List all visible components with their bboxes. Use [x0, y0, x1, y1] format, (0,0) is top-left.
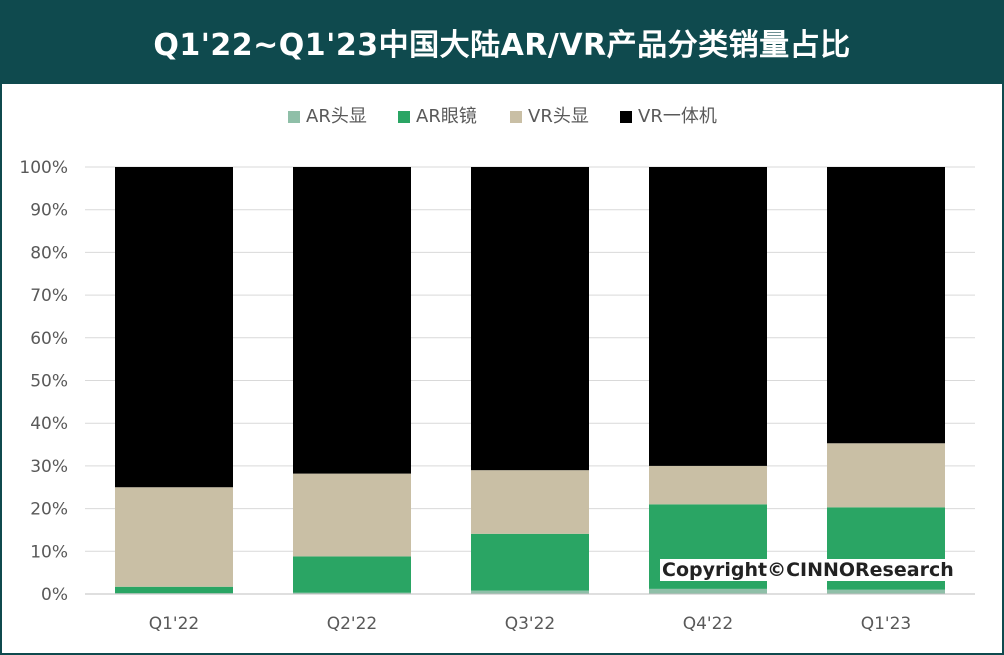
y-tick-label: 30% — [30, 457, 68, 477]
y-tick-label: 0% — [41, 585, 68, 605]
y-tick-label: 50% — [30, 372, 68, 392]
legend-swatch — [288, 111, 300, 123]
x-tick-label: Q2'22 — [327, 614, 378, 634]
bar-segment — [293, 167, 411, 474]
bar-segment — [471, 167, 589, 471]
bar-segment — [649, 588, 767, 594]
chart-title: Q1'22~Q1'23中国大陆AR/VR产品分类销量占比 — [153, 28, 851, 63]
legend-label: AR头显 — [306, 106, 367, 127]
bar-segment — [649, 167, 767, 466]
bar-segment — [471, 590, 589, 594]
x-tick-label: Q1'22 — [149, 614, 200, 634]
y-tick-label: 20% — [30, 500, 68, 520]
legend-label: VR一体机 — [638, 106, 717, 127]
y-tick-label: 90% — [30, 201, 68, 221]
bar-segment — [293, 473, 411, 557]
x-tick-label: Q3'22 — [505, 614, 556, 634]
bar-segment — [471, 533, 589, 591]
y-tick-label: 100% — [19, 158, 68, 178]
y-tick-label: 10% — [30, 542, 68, 562]
title-banner: Q1'22~Q1'23中国大陆AR/VR产品分类销量占比 — [0, 0, 1004, 84]
copyright-watermark: Copyright©CINNOResearch — [660, 559, 956, 581]
legend-swatch — [398, 111, 410, 123]
bar-segment — [115, 167, 233, 488]
legend-swatch — [620, 111, 632, 123]
bar-segment — [471, 470, 589, 534]
legend-swatch — [510, 111, 522, 123]
x-tick-label: Q1'23 — [861, 614, 912, 634]
y-tick-label: 60% — [30, 329, 68, 349]
legend-label: VR头显 — [528, 106, 589, 127]
y-tick-label: 80% — [30, 243, 68, 263]
bar-segment — [293, 592, 411, 594]
y-tick-label: 40% — [30, 414, 68, 434]
bar-segment — [649, 465, 767, 505]
x-tick-label: Q4'22 — [683, 614, 734, 634]
bar-segment — [115, 487, 233, 587]
bar-segment — [115, 586, 233, 594]
bar-segment — [293, 556, 411, 593]
legend-label: AR眼镜 — [416, 106, 477, 127]
bar-segment — [827, 443, 945, 508]
stacked-bar-chart: 0% 10% 20% 30% 40% 50% 60% 70% 80% 90% 100% Q1'22 Q2… — [19, 106, 975, 634]
y-tick-label: 70% — [30, 286, 68, 306]
bar-segment — [827, 167, 945, 444]
bar-segment — [827, 589, 945, 594]
